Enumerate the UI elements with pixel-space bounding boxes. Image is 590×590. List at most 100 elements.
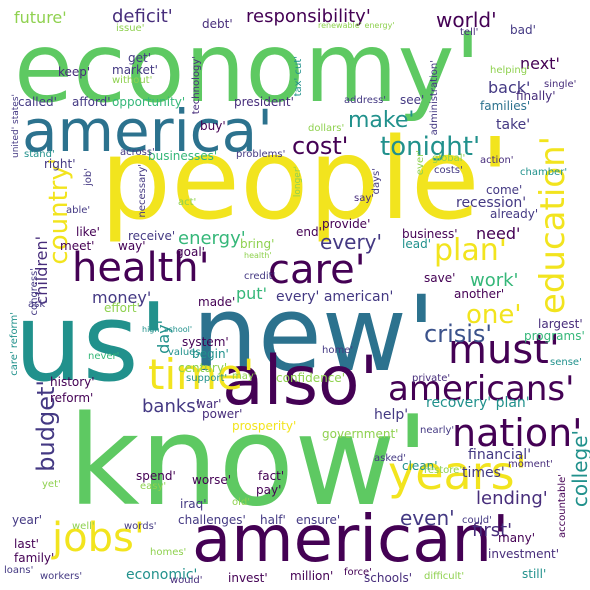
word-help: help' [374, 407, 409, 423]
word-accountable: accountable' [557, 474, 568, 538]
word-take: take' [496, 117, 531, 133]
word-worse: worse' [192, 473, 232, 487]
word-system: system' [182, 335, 229, 349]
word-reform: reform' [50, 391, 94, 405]
word-lead: lead' [402, 237, 431, 251]
word-many: many' [498, 531, 536, 545]
word-goal: goal' [176, 245, 205, 259]
word-able: able' [66, 205, 91, 216]
word-loans: loans' [4, 565, 34, 576]
word-sense: sense' [550, 357, 582, 368]
word-recession: recession' [456, 195, 527, 211]
word-first: first' [472, 520, 513, 541]
word-well: well' [72, 521, 95, 532]
word-issue: issue' [116, 23, 145, 34]
word-credit: credit' [244, 271, 276, 282]
word-chamber: chamber' [520, 167, 568, 178]
word-would: would' [170, 575, 203, 586]
word-buy: buy' [200, 119, 226, 133]
word-us: us' [14, 281, 169, 406]
word-pay: pay' [256, 483, 282, 497]
word-economy: economy' [14, 12, 481, 124]
word-days: days' [371, 168, 382, 195]
word-financial: financial' [468, 447, 532, 463]
word-ever: ever' [415, 150, 426, 176]
word-old: old' [232, 497, 250, 508]
word-cost: cost' [292, 132, 349, 160]
word-american: american' [192, 503, 510, 577]
word-see: see' [400, 93, 425, 107]
word-business: business' [402, 227, 458, 241]
word-plan: plan' [434, 233, 508, 268]
word-need: need' [476, 224, 521, 243]
word-year: year' [12, 513, 43, 527]
word-workers: workers' [40, 571, 83, 582]
word-every: every' [320, 230, 383, 254]
word-debt: debt' [202, 17, 233, 31]
word-yet: yet' [42, 479, 61, 490]
word-fact: fact' [258, 469, 285, 483]
word-finally: finally' [516, 89, 556, 103]
word-must: must' [448, 327, 560, 373]
word-across: across' [120, 147, 155, 158]
word-money: money' [92, 288, 152, 307]
word-also: also' [222, 342, 379, 421]
word-nearly: nearly' [420, 425, 455, 436]
word-america: america' [22, 97, 274, 165]
word-act: act' [178, 197, 197, 208]
word-dollars: dollars' [308, 123, 345, 134]
word-already: already' [490, 207, 539, 221]
word-could: could' [462, 515, 492, 526]
word-easy: easy' [140, 481, 167, 492]
word-work: work' [470, 270, 519, 291]
word-next: next' [520, 54, 560, 73]
word-put: put' [236, 284, 267, 303]
word-recovery-plan: recovery' plan' [426, 395, 530, 411]
word-care-reform: care' reform' [9, 312, 20, 376]
word-businesses: businesses' [148, 149, 218, 163]
word-americans: americans' [388, 369, 575, 409]
word-global: global' [432, 153, 466, 164]
word-difficult: difficult' [424, 571, 465, 582]
word-lending: lending' [476, 488, 548, 509]
word-spend: spend' [136, 469, 176, 483]
word-clean: clean' [402, 459, 438, 473]
word-words: words' [124, 521, 157, 532]
word-iraq: iraq' [180, 497, 207, 511]
word-every-american: every' american' [276, 289, 394, 305]
word-market: market' [112, 63, 158, 77]
word-health: health' [72, 245, 210, 291]
word-one: one' [466, 300, 522, 330]
word-address: address' [344, 95, 387, 106]
word-come: come' [486, 183, 523, 197]
word-years: years' [388, 446, 528, 500]
word-private: private' [412, 373, 451, 384]
word-people: people' [100, 115, 511, 245]
word-economic: economic' [126, 567, 198, 583]
word-never: never' [88, 351, 120, 362]
word-end: end' [296, 225, 322, 239]
word-begin: begin' [192, 347, 229, 361]
word-tonight: tonight' [380, 132, 481, 162]
word-largest: largest' [538, 317, 583, 331]
word-future: future' [14, 8, 67, 27]
word-world: world' [436, 8, 497, 32]
word-times: times' [462, 465, 505, 481]
word-banks: banks' [142, 396, 201, 417]
word-still: still' [522, 567, 547, 581]
word-right: right' [44, 157, 76, 171]
word-schools: schools' [364, 571, 413, 585]
word-crisis: crisis' [424, 320, 493, 348]
word-stand: stand' [24, 149, 55, 160]
word-moment: moment' [508, 459, 553, 470]
word-half: half' [260, 513, 286, 527]
word-last: last' [14, 537, 39, 551]
word-health-small: health' [244, 251, 272, 260]
word-technology: technology' [191, 56, 202, 115]
word-job: job' [83, 168, 94, 186]
word-receive: receive' [128, 229, 176, 243]
word-responsibility: responsibility' [246, 6, 371, 27]
word-invest: invest' [228, 571, 268, 585]
word-asked: asked' [374, 453, 407, 464]
